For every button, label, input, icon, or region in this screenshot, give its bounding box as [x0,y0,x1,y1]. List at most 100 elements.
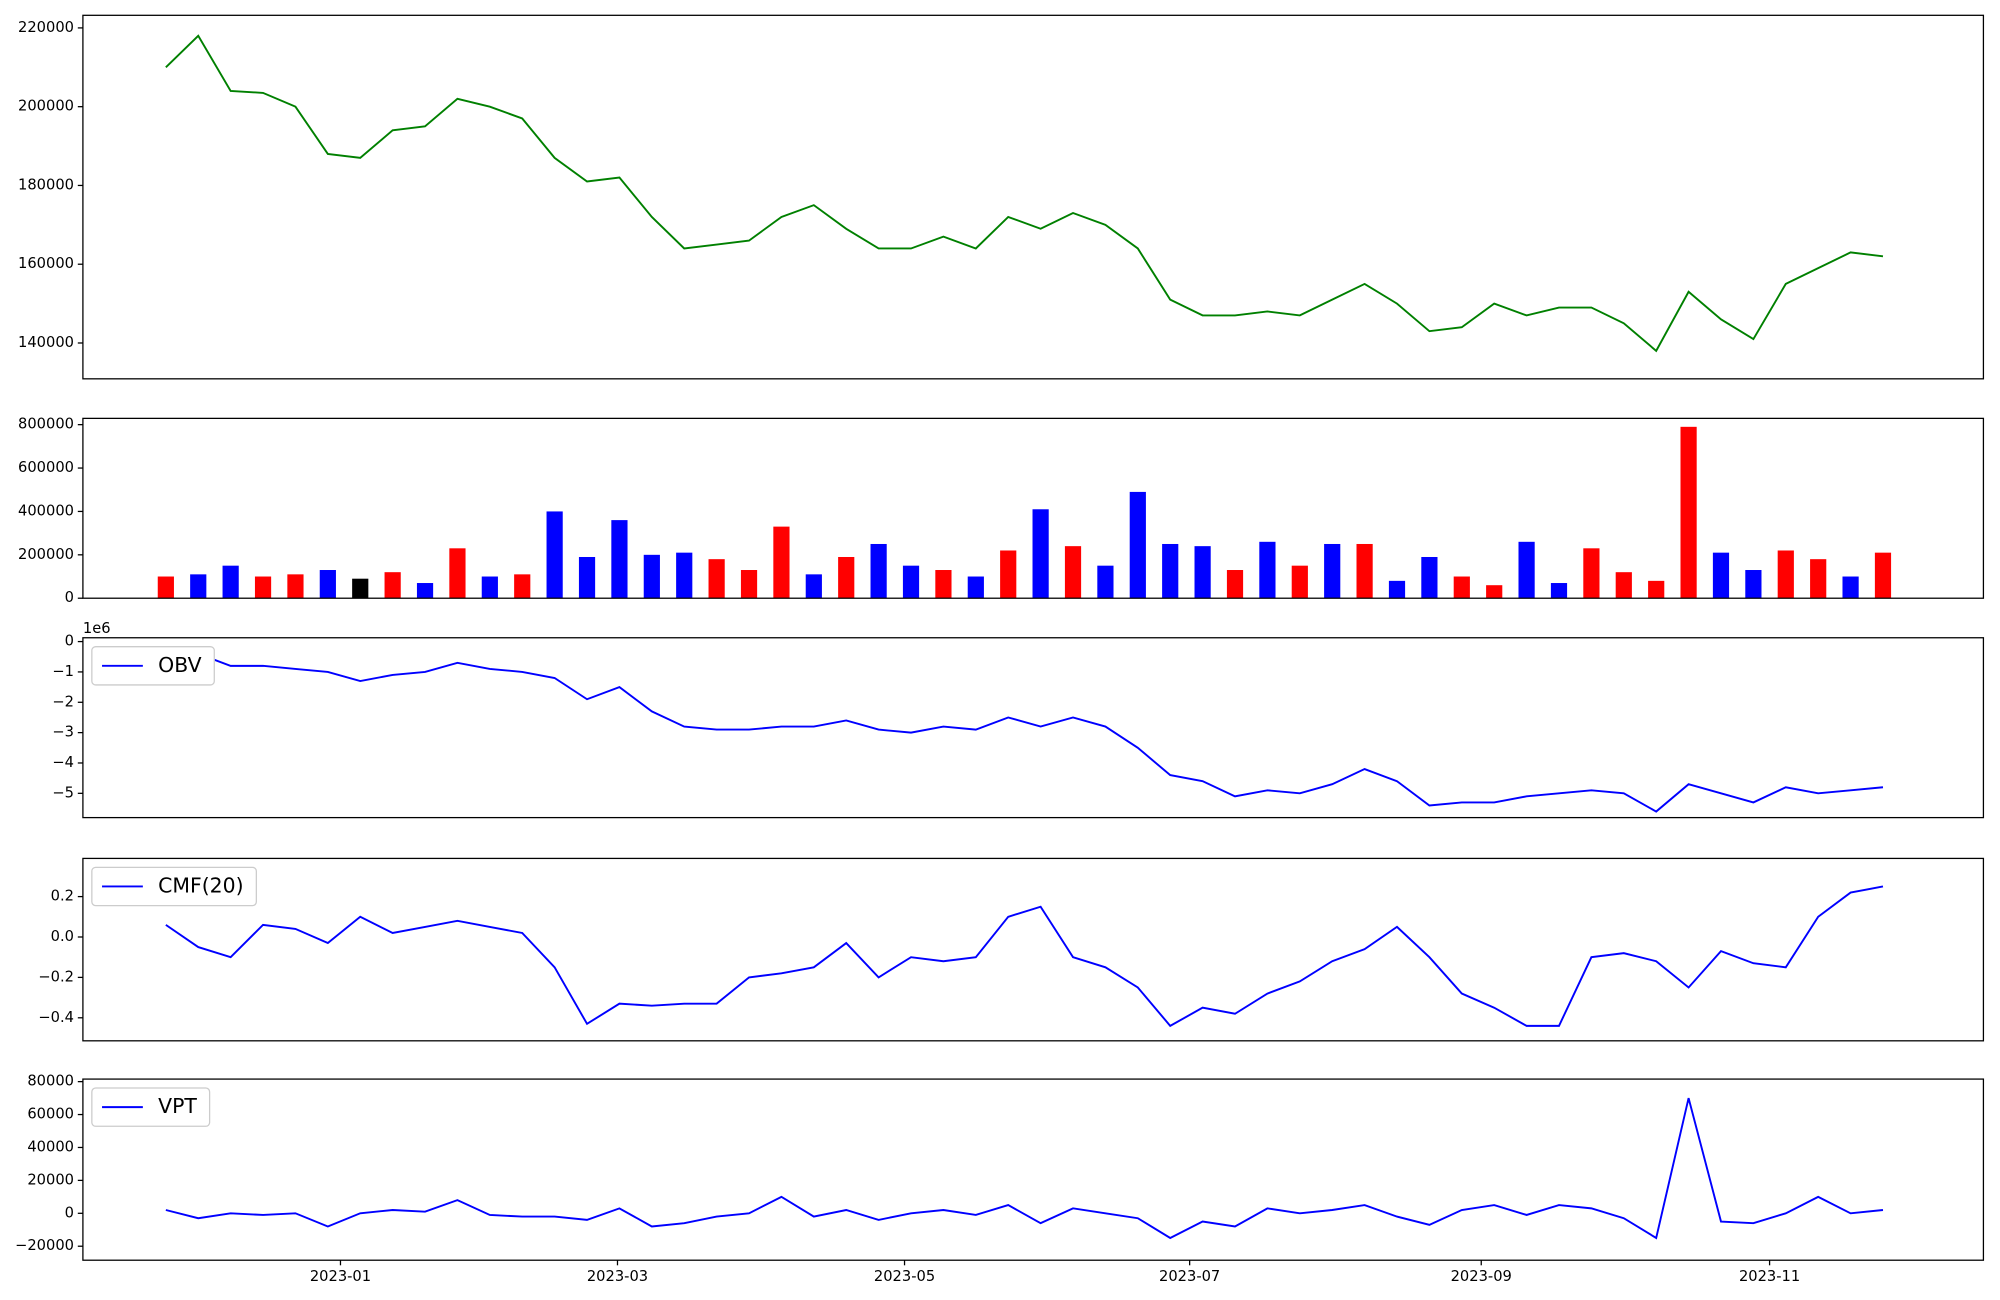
y-tick-label: 40000 [27,1138,74,1155]
bar [1615,572,1632,599]
bar [319,570,336,599]
y-tick-label: −0.2 [38,968,74,985]
bar [838,556,855,599]
legend-label: VPT [158,1094,197,1118]
bar [352,578,369,599]
bar [870,543,887,599]
bar [1810,559,1827,599]
bar [1226,570,1244,599]
y-tick-label: 180000 [18,176,74,193]
bar [1194,546,1211,599]
bar [1097,565,1114,599]
bar [222,565,239,599]
line [165,885,1884,1028]
line [165,1097,1884,1240]
bar [1486,585,1503,599]
y-tick-label: 800000 [18,416,74,433]
y-tick-label: −0.4 [38,1009,74,1026]
bar [1648,580,1665,599]
bar [1842,576,1859,599]
y-tick-label: 0 [65,633,74,650]
x-tick-label: 2023-09 [1451,1268,1512,1285]
bar [1421,556,1438,599]
bar [902,565,920,599]
x-tick-label: 2023-03 [587,1268,648,1285]
bar [190,574,207,599]
legend-box [91,866,257,907]
y-tick-label: −5 [52,784,74,801]
y-tick-label: 0.2 [51,888,74,905]
y-tick-label: 140000 [18,334,74,351]
y-tick-label: 80000 [27,1073,74,1090]
plot-frame [82,857,1985,1042]
bar [1874,552,1892,599]
x-tick-label: 2023-11 [1739,1268,1800,1285]
offset-label: 1e6 [83,620,111,637]
bar [1324,543,1341,599]
bar [1356,543,1373,599]
bar [1162,543,1179,599]
y-tick-label: −1 [52,663,74,680]
y-tick-label: 60000 [27,1106,74,1123]
bar [1680,426,1697,599]
bar [1388,580,1406,599]
bar [708,559,725,599]
x-tick-label: 2023-05 [874,1268,935,1285]
bar [546,511,563,599]
y-tick-label: −4 [52,754,74,771]
legend-label: CMF(20) [158,873,243,897]
y-tick-label: 0 [65,589,74,606]
bar [1291,565,1308,599]
plot-frame [82,14,1985,380]
legend-label: OBV [158,653,201,677]
bar [1259,541,1276,599]
bar [935,570,952,599]
y-tick-label: −20000 [15,1237,74,1254]
bar [1777,550,1794,599]
legend-box [91,646,215,686]
plot-frame [82,1078,1985,1261]
bar [514,574,531,599]
bar [384,572,401,599]
bar [1000,550,1017,599]
y-tick-label: −3 [52,724,74,741]
x-tick-label: 2023-01 [310,1268,371,1285]
bar [254,576,272,599]
line [165,649,1884,813]
bar [1583,548,1600,599]
bar [1518,541,1535,599]
y-tick-label: −2 [52,693,74,710]
bar [643,554,660,599]
bar [157,576,174,599]
y-tick-label: 20000 [27,1171,74,1188]
y-tick-label: 0.0 [51,928,74,945]
y-tick-label: 160000 [18,255,74,272]
plot-frame [82,637,1985,819]
x-tick-label: 2023-07 [1159,1268,1220,1285]
bar [740,570,758,599]
bar [1745,570,1762,599]
bar [611,520,628,599]
bar [1712,552,1730,599]
y-tick-label: 200000 [18,546,74,563]
bar [449,548,466,599]
y-tick-label: 220000 [18,19,74,36]
legend-box [91,1087,211,1127]
bar [805,574,822,599]
bar [1064,546,1082,599]
bar [481,576,498,599]
bar [416,583,434,599]
y-tick-label: 400000 [18,502,74,519]
bar [1129,491,1146,599]
y-tick-label: 0 [65,1204,74,1221]
bar [676,552,693,599]
bar [1032,509,1049,599]
plot-frame [82,417,1985,599]
bar [1453,576,1470,599]
bar [578,556,596,599]
y-tick-label: 600000 [18,459,74,476]
bar [773,526,790,599]
y-tick-label: 200000 [18,98,74,115]
bar [1550,583,1568,599]
bar [287,574,304,599]
